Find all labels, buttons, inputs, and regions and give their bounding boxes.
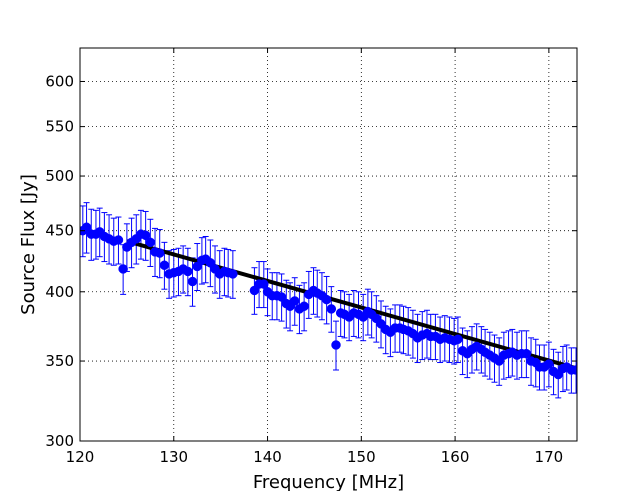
x-tick-label: 170 bbox=[535, 448, 564, 466]
y-tick-label: 350 bbox=[45, 352, 74, 370]
x-tick-label: 150 bbox=[347, 448, 376, 466]
data-point bbox=[187, 276, 198, 287]
data-point bbox=[276, 292, 287, 302]
y-tick-label: 500 bbox=[45, 167, 74, 185]
data-point bbox=[154, 248, 165, 258]
y-tick-label: 400 bbox=[45, 283, 74, 301]
data-point bbox=[326, 304, 337, 314]
data-point bbox=[521, 348, 532, 359]
axis-ticks bbox=[79, 48, 577, 442]
data-point bbox=[228, 269, 238, 279]
y-tick-label: 550 bbox=[45, 118, 74, 136]
data-point bbox=[118, 264, 128, 274]
y-tick-labels: 300 350 400 450 500 550 600 bbox=[45, 72, 74, 450]
x-tick-label: 130 bbox=[159, 448, 188, 466]
x-tick-label: 160 bbox=[441, 448, 470, 466]
data-point bbox=[249, 285, 260, 296]
data-point bbox=[259, 279, 269, 289]
y-tick-label: 450 bbox=[45, 222, 74, 240]
y-tick-label: 300 bbox=[45, 432, 74, 450]
data-point bbox=[140, 230, 151, 241]
x-tick-labels: 120 130 140 150 160 170 bbox=[66, 448, 564, 466]
data-point bbox=[81, 222, 92, 232]
plot-frame bbox=[79, 47, 578, 442]
data-point bbox=[571, 365, 577, 375]
data-point bbox=[183, 266, 193, 277]
data-point bbox=[159, 260, 170, 270]
data-points bbox=[80, 222, 577, 380]
y-axis-label: Source Flux [Jy] bbox=[18, 174, 39, 315]
data-point bbox=[113, 235, 124, 245]
data-point bbox=[321, 294, 332, 305]
data-point bbox=[544, 359, 554, 369]
data-point bbox=[453, 334, 463, 345]
x-axis-label: Frequency [MHz] bbox=[253, 472, 404, 491]
data-point bbox=[289, 296, 300, 306]
data-point bbox=[331, 340, 341, 350]
x-tick-label: 120 bbox=[66, 448, 95, 466]
data-point bbox=[299, 301, 309, 311]
y-tick-label: 600 bbox=[45, 72, 74, 90]
data-point bbox=[145, 237, 156, 248]
x-tick-label: 140 bbox=[253, 448, 282, 466]
